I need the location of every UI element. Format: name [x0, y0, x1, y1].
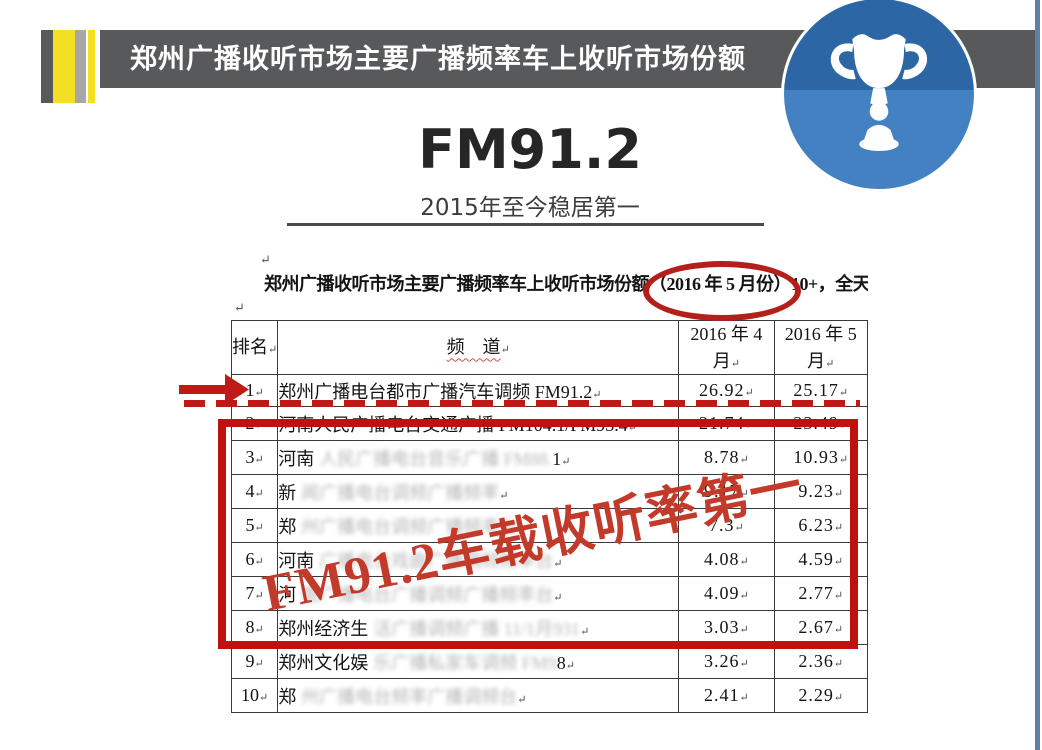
channel-cell: 郑州经济生 活广播调频广播 11/1月931↵ — [277, 610, 680, 645]
april-share-cell: 8.78↵ — [678, 440, 775, 475]
rank1-arrow-icon — [179, 374, 249, 405]
paragraph-mark: ↵ — [260, 252, 271, 267]
trophy-icon — [830, 34, 928, 152]
paragraph-mark: ↵ — [234, 300, 245, 315]
slide-right-border — [1035, 0, 1040, 750]
rank-cell: 6↵ — [230, 542, 279, 577]
may-share-cell: 2.36↵ — [773, 644, 868, 679]
rank-cell: 10↵ — [230, 678, 279, 713]
slide-header-title: 郑州广播收听市场主要广播频率车上收听市场份额 — [130, 44, 746, 74]
highlight-rectangle — [218, 419, 858, 649]
april-share-cell: 9.17↵ — [678, 474, 775, 509]
accent-stripe-gray — [41, 30, 53, 103]
channel-cell: 河南 广播电台戏曲广播调频频率台↵ — [277, 542, 680, 577]
column-header-rank: 排名↵ — [230, 320, 279, 375]
accent-stripe-yellow-thin — [88, 30, 95, 103]
april-share-cell: 3.26↵ — [678, 644, 775, 679]
rank-cell: 3↵ — [230, 440, 279, 475]
highlight-ellipse — [643, 261, 801, 321]
table-row: 8↵ 郑州经济生 活广播调频广播 11/1月931↵ 3.03↵ 2.67↵ — [230, 610, 868, 645]
channel-cell: 新闻广播电台调频广播频率↵ — [277, 474, 680, 509]
april-share-cell: 3.03↵ — [678, 610, 775, 645]
column-header-channel: 频 道↵ — [277, 320, 680, 375]
page-subtitle: 2015年至今稳居第一 — [420, 195, 640, 221]
channel-cell: 郑州广播电台频率广播调频台↵ — [277, 678, 680, 713]
accent-stripe-light-gray — [75, 30, 86, 103]
april-share-cell: 4.08↵ — [678, 542, 775, 577]
channel-cell: 郑州文化娱 乐广播私家车调频 FM98↵ — [277, 644, 680, 679]
column-header-may: 2016 年 5 月↵ — [773, 320, 868, 375]
doc-title-prefix: 郑州广播收听市场主要广播频率车上收听市场份额 — [264, 274, 650, 294]
table-header-row: 排名↵ 频 道↵ 2016 年 4 月↵ 2016 年 5 月↵ — [230, 320, 868, 375]
column-header-april: 2016 年 4 月↵ — [678, 320, 775, 375]
rank1-dashed-underline — [184, 400, 860, 407]
divider-line — [287, 223, 764, 226]
april-share-cell: 2.41↵ — [678, 678, 775, 713]
table-row: 10↵ 郑州广播电台频率广播调频台↵ 2.41↵ 2.29↵ — [230, 678, 868, 713]
rank-cell: 4↵ — [230, 474, 279, 509]
doc-title-suffix: 10+，全天 — [791, 274, 868, 294]
rank-cell: 9↵ — [230, 644, 279, 679]
channel-cell: 郑州广播电台调频广播频率台↵ — [277, 508, 680, 543]
table-row: 9↵ 郑州文化娱 乐广播私家车调频 FM98↵ 3.26↵ 2.36↵ — [230, 644, 868, 679]
may-share-cell: 2.29↵ — [773, 678, 868, 713]
award-badge — [781, 0, 977, 192]
accent-stripe-yellow — [53, 30, 75, 103]
channel-cell: 河南 人民广播电台音乐广播 FM88.1↵ — [277, 440, 680, 475]
table-row: 3↵ 河南 人民广播电台音乐广播 FM88.1↵ 8.78↵ 10.93↵ — [230, 440, 868, 475]
page-title: FM91.2 — [418, 118, 642, 181]
table-row: 6↵ 河南 广播电台戏曲广播调频频率台↵ 4.08↵ 4.59↵ — [230, 542, 868, 577]
